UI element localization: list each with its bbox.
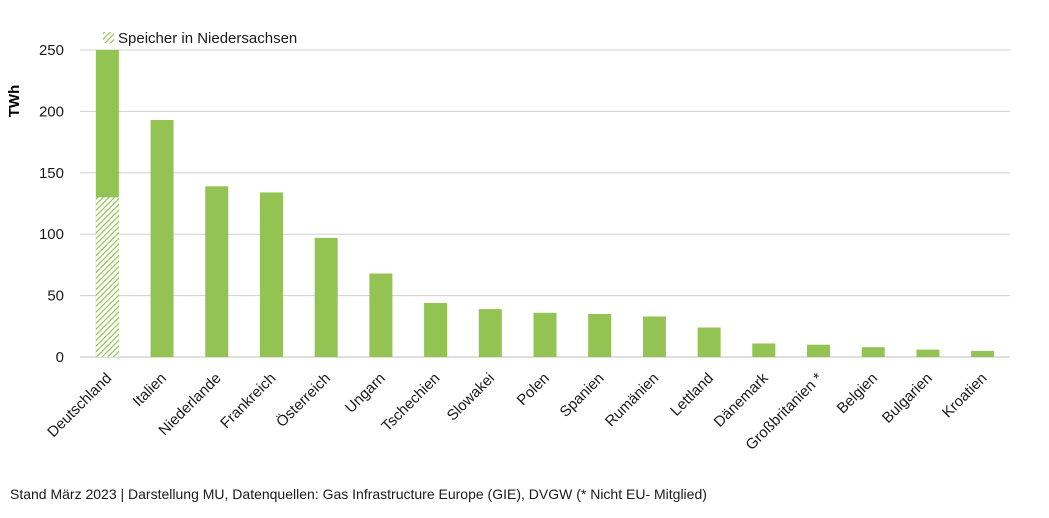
y-tick-label: 250: [39, 42, 64, 59]
bars: [95, 50, 995, 357]
bar: [752, 343, 776, 357]
x-tick-label: Kroatien: [939, 370, 991, 422]
y-tick-label: 50: [47, 288, 64, 305]
x-tick-label: Bulgarien: [879, 370, 936, 427]
x-tick-label: Lettland: [667, 370, 717, 420]
x-tick-label: Belgien: [834, 370, 881, 417]
bar: [533, 312, 557, 357]
bar: [369, 273, 393, 357]
x-tick-label: Slowakei: [444, 370, 498, 424]
x-tick-label: Polen: [514, 370, 553, 409]
bar: [807, 344, 831, 357]
x-tick-label: Ungarn: [342, 370, 389, 417]
bar: [697, 327, 721, 357]
x-tick-label: Spanien: [557, 370, 608, 421]
y-tick-labels: 0 50 100 150 200 250: [39, 42, 64, 366]
bar-segment-niedersachsen: [95, 197, 119, 357]
legend-swatch: [103, 32, 114, 43]
y-tick-label: 200: [39, 103, 64, 120]
footnote: Stand März 2023 | Darstellung MU, Datenq…: [10, 486, 707, 502]
bar: [861, 347, 885, 357]
x-tick-label: Deutschland: [44, 370, 115, 441]
bar: [424, 302, 448, 357]
x-tick-label: Österreich: [272, 369, 334, 431]
y-tick-label: 100: [39, 226, 64, 243]
x-tick-labels: Deutschland ItalienNiederlandeFrankreichÖ…: [44, 369, 990, 454]
y-tick-label: 0: [56, 349, 64, 366]
y-tick-label: 150: [39, 165, 64, 182]
legend-label: Speicher in Niedersachsen: [118, 30, 297, 47]
bar: [150, 119, 174, 357]
y-axis-label: TWh: [6, 85, 23, 117]
x-tick-label: Frankreich: [217, 370, 279, 432]
bar: [588, 314, 612, 357]
x-tick-label: Rumänien: [602, 370, 662, 430]
bar: [205, 186, 229, 357]
bar: [314, 237, 338, 357]
gridlines: [80, 49, 1010, 358]
bar: [259, 192, 283, 357]
bar: [642, 316, 666, 357]
x-tick-label: Italien: [130, 370, 170, 410]
bar: [478, 309, 502, 357]
bar: [971, 350, 995, 357]
legend: Speicher in Niedersachsen: [103, 30, 297, 47]
bar: [916, 349, 940, 357]
x-tick-label: Tschechien: [378, 370, 443, 435]
